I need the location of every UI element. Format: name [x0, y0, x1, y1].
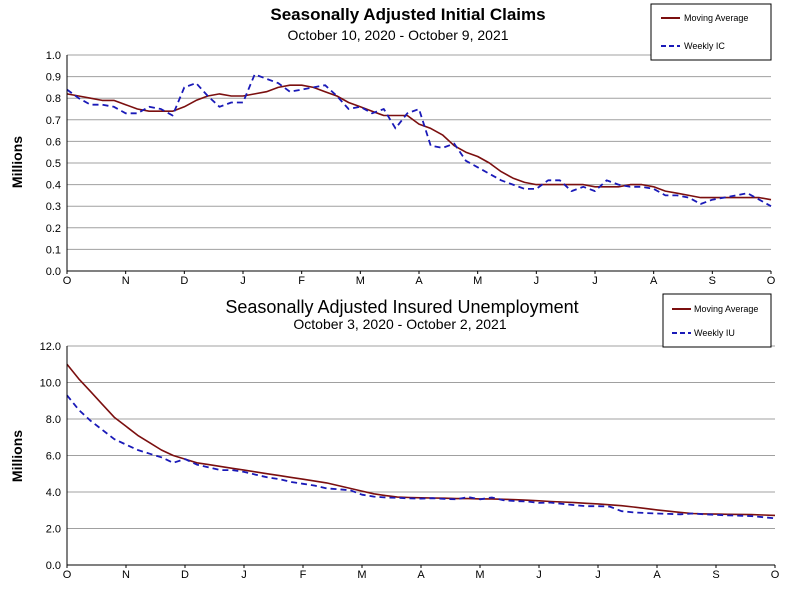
legend: Moving Average Weekly IC [650, 3, 772, 61]
series-weekly-line [66, 394, 776, 520]
legend-label-weekly: Weekly IU [694, 328, 735, 338]
legend-label-moving-average: Moving Average [684, 13, 748, 23]
y-tick-label: 0.2 [46, 223, 61, 235]
y-tick-label: 0.8 [46, 93, 61, 105]
x-tick-label: J [595, 569, 601, 581]
y-tick-label: 4.0 [46, 487, 61, 499]
chart-title: Seasonally Adjusted Initial Claims [270, 5, 545, 24]
series-moving-average-line [66, 84, 772, 201]
y-axis-label: Millions [9, 430, 25, 482]
legend-box [662, 293, 772, 348]
x-tick-label: O [63, 569, 72, 581]
y-tick-label: 0.5 [46, 158, 61, 170]
x-tick-label: F [300, 569, 307, 581]
y-axis-label: Millions [9, 136, 25, 188]
x-tick-label: M [473, 275, 482, 287]
x-tick-label: O [63, 275, 72, 287]
x-tick-label: M [356, 275, 365, 287]
x-tick-label: J [534, 275, 540, 287]
x-tick-label: S [712, 569, 719, 581]
x-tick-label: D [180, 275, 188, 287]
x-tick-label: S [709, 275, 716, 287]
x-tick-label: J [536, 569, 542, 581]
series-weekly-line [66, 73, 772, 207]
x-tick-label: J [241, 569, 247, 581]
x-tick-label: A [417, 569, 425, 581]
y-tick-label: 6.0 [46, 451, 61, 463]
y-tick-label: 0.6 [46, 136, 61, 148]
x-tick-label: F [298, 275, 305, 287]
chart-title: Seasonally Adjusted Insured Unemployment [225, 297, 578, 317]
legend-label-moving-average: Moving Average [694, 304, 758, 314]
y-tick-label: 0.9 [46, 72, 61, 84]
y-tick-label: 0.4 [46, 180, 61, 192]
x-tick-label: N [122, 569, 130, 581]
x-tick-label: M [357, 569, 366, 581]
x-tick-label: J [240, 275, 246, 287]
insured-unemployment-chart: Seasonally Adjusted Insured Unemployment… [9, 293, 780, 581]
legend-box [650, 3, 772, 61]
x-tick-label: M [475, 569, 484, 581]
x-tick-label: O [771, 569, 780, 581]
x-tick-label: A [650, 275, 658, 287]
y-tick-label: 0.1 [46, 244, 61, 256]
x-tick-label: O [767, 275, 776, 287]
y-tick-label: 2.0 [46, 524, 61, 536]
y-tick-label: 0.0 [46, 266, 61, 278]
chart-subtitle: October 10, 2020 - October 9, 2021 [287, 27, 508, 43]
x-tick-label: A [415, 275, 423, 287]
y-tick-label: 12.0 [40, 341, 61, 353]
legend-label-weekly: Weekly IC [684, 41, 725, 51]
chart-subtitle: October 3, 2020 - October 2, 2021 [293, 316, 506, 332]
y-tick-label: 0.7 [46, 115, 61, 127]
x-tick-label: N [122, 275, 130, 287]
legend: Moving Average Weekly IU [662, 293, 772, 348]
y-tick-label: 10.0 [40, 378, 61, 390]
y-tick-label: 0.3 [46, 201, 61, 213]
y-tick-label: 8.0 [46, 414, 61, 426]
x-tick-label: J [592, 275, 598, 287]
y-tick-label: 0.0 [46, 560, 61, 572]
x-tick-label: D [181, 569, 189, 581]
initial-claims-chart: Seasonally Adjusted Initial Claims Octob… [9, 3, 776, 287]
y-tick-label: 1.0 [46, 50, 61, 62]
x-tick-label: A [653, 569, 661, 581]
